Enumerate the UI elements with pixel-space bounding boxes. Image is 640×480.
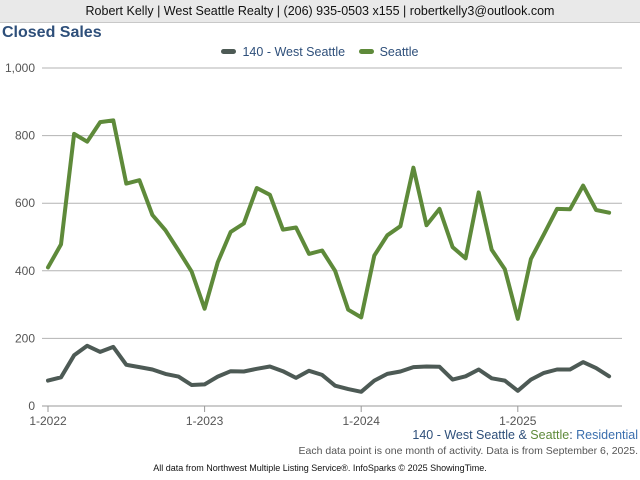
series-line-west-seattle[interactable] bbox=[46, 343, 612, 394]
legend-swatch-seattle bbox=[358, 49, 374, 55]
header-contact-bar: Robert Kelly | West Seattle Realty | (20… bbox=[0, 0, 640, 23]
grid-lines bbox=[42, 67, 622, 339]
subtitle-property-type: Residential bbox=[576, 428, 638, 442]
y-tick-label: 400 bbox=[15, 264, 35, 278]
line-chart: 0 200 400 600 800 1,000 1-2022 1-2023 1-2024 1-20… bbox=[5, 61, 622, 428]
y-tick-label: 1,000 bbox=[5, 61, 35, 75]
subtitle-colon: : bbox=[569, 428, 577, 442]
axes: 0 200 400 600 800 1,000 1-2022 1-2023 1-2024 1-20… bbox=[5, 61, 622, 428]
footer-credit: All data from Northwest Multiple Listing… bbox=[153, 463, 487, 473]
legend-label-seattle: Seattle bbox=[379, 45, 419, 59]
contact-text: Robert Kelly | West Seattle Realty | (20… bbox=[85, 4, 555, 18]
subtitle-ampersand: & bbox=[514, 428, 531, 442]
y-tick-label: 800 bbox=[15, 129, 35, 143]
y-tick-label: 0 bbox=[28, 399, 35, 413]
y-tick-label: 200 bbox=[15, 331, 35, 345]
x-tick-label: 1-2022 bbox=[29, 414, 67, 428]
x-tick-label: 1-2023 bbox=[186, 414, 224, 428]
x-tick-label: 1-2025 bbox=[499, 414, 537, 428]
x-tick-label: 1-2024 bbox=[343, 414, 381, 428]
subtitle-seattle: Seattle bbox=[530, 428, 570, 442]
chart-title: Closed Sales bbox=[2, 24, 102, 41]
legend: 140 - West Seattle Seattle bbox=[0, 45, 640, 59]
y-tick-label: 600 bbox=[15, 196, 35, 210]
series-line-seattle[interactable] bbox=[46, 118, 612, 321]
data-note: Each data point is one month of activity… bbox=[298, 445, 639, 457]
legend-item-seattle[interactable]: Seattle bbox=[358, 45, 419, 59]
legend-label-west-seattle: 140 - West Seattle bbox=[242, 45, 346, 59]
legend-swatch-west-seattle bbox=[221, 49, 237, 55]
chart-subtitle: 140 - West Seattle & Seattle: Residentia… bbox=[412, 428, 638, 442]
subtitle-region: 140 - West Seattle bbox=[412, 428, 515, 442]
legend-item-west-seattle[interactable]: 140 - West Seattle bbox=[221, 45, 345, 59]
series-lines bbox=[46, 118, 612, 394]
